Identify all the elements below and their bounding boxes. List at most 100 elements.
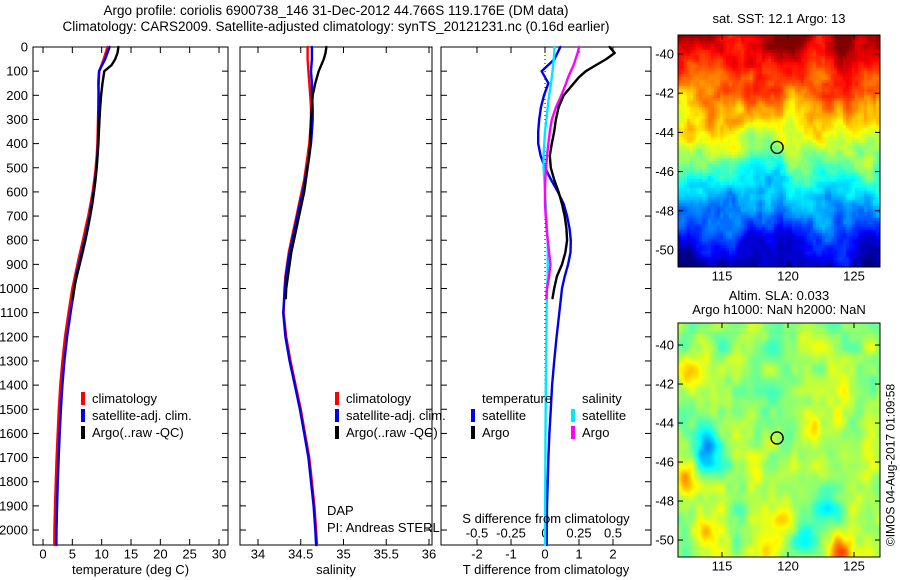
svg-text:2000: 2000	[0, 523, 28, 538]
svg-text:15: 15	[124, 547, 138, 562]
svg-text:-0.5: -0.5	[466, 526, 488, 541]
salinity-legend: climatology satellite-adj. clim. Argo(..…	[335, 390, 446, 441]
legend-item-satellite-adj: satellite-adj. clim.	[335, 407, 446, 424]
argo-heights-text: Argo h1000: NaN h2000: NaN	[692, 302, 866, 317]
svg-text:-42: -42	[655, 377, 674, 392]
svg-text:1100: 1100	[0, 305, 28, 320]
svg-text:-48: -48	[655, 203, 674, 218]
svg-text:1300: 1300	[0, 353, 28, 368]
svg-text:-46: -46	[655, 455, 674, 470]
difference-legend-temperature: temperature satellite Argo	[471, 390, 552, 441]
svg-text:2: 2	[609, 547, 616, 562]
svg-text:-1: -1	[505, 547, 517, 562]
climatology-line-sample	[335, 392, 339, 405]
svg-text:0.5: 0.5	[604, 526, 622, 541]
legend-label: Argo(..raw -QC)	[92, 425, 184, 440]
legend-label: satellite	[482, 408, 527, 423]
svg-text:1200: 1200	[0, 329, 28, 344]
legend-heading: temperature	[482, 391, 553, 406]
satellite-line-sample	[571, 409, 575, 422]
legend-item-argo: Argo(..raw -QC)	[81, 424, 192, 441]
svg-text:-50: -50	[655, 242, 674, 257]
svg-text:-48: -48	[655, 494, 674, 509]
legend-label: satellite-adj. clim.	[92, 408, 192, 423]
svg-text:600: 600	[6, 184, 28, 199]
svg-text:0: 0	[541, 547, 548, 562]
temperature-legend: climatology satellite-adj. clim. Argo(..…	[81, 390, 192, 441]
satellite-adj-line-sample	[81, 409, 85, 422]
svg-text:-42: -42	[655, 86, 674, 101]
svg-text:25: 25	[182, 547, 196, 562]
svg-text:1500: 1500	[0, 402, 28, 417]
legend-item-argo: Argo(..raw -QC)	[335, 424, 446, 441]
difference-legend-salinity: salinity satellite Argo	[571, 390, 626, 441]
sst-map-image	[678, 35, 880, 267]
legend-heading: salinity	[582, 391, 622, 406]
svg-text:800: 800	[6, 233, 28, 248]
figure-title-line-1: Argo profile: coriolis 6900738_146 31-De…	[103, 3, 569, 18]
svg-text:5: 5	[69, 547, 76, 562]
svg-text:115: 115	[712, 559, 733, 574]
svg-text:1700: 1700	[0, 450, 28, 465]
sst-map-title: sat. SST: 12.1 Argo: 13	[712, 11, 846, 26]
svg-text:35: 35	[336, 547, 350, 562]
argo-line-sample	[81, 426, 85, 439]
svg-text:1900: 1900	[0, 498, 28, 513]
svg-text:34.5: 34.5	[288, 547, 313, 562]
svg-text:-0.25: -0.25	[496, 526, 526, 541]
legend-item-satellite-adj: satellite-adj. clim.	[81, 407, 192, 424]
satellite-adj-line-sample	[335, 409, 339, 422]
climatology-line-sample	[81, 392, 85, 405]
svg-text:-44: -44	[655, 125, 674, 140]
legend-item-satellite: satellite	[471, 407, 552, 424]
legend-label: Argo	[582, 425, 610, 440]
legend-label: climatology	[92, 391, 158, 406]
svg-text:-50: -50	[655, 533, 674, 548]
temperature-axis-label: temperature (deg C)	[71, 562, 190, 577]
svg-text:125: 125	[843, 559, 865, 574]
svg-text:-46: -46	[655, 164, 674, 179]
svg-text:1: 1	[575, 547, 582, 562]
svg-text:300: 300	[6, 112, 28, 127]
svg-text:1800: 1800	[0, 474, 28, 489]
altimetry-sla-text: Altim. SLA: 0.033	[728, 288, 830, 303]
satellite-line-sample	[471, 409, 475, 422]
svg-text:100: 100	[6, 64, 28, 79]
svg-text:1400: 1400	[0, 378, 28, 393]
legend-item-argo: Argo	[471, 424, 552, 441]
svg-text:200: 200	[6, 88, 28, 103]
svg-text:36: 36	[422, 547, 436, 562]
svg-text:125: 125	[843, 269, 865, 284]
legend-item-satellite: satellite	[571, 407, 626, 424]
dap-label: DAP	[327, 503, 354, 518]
svg-text:-44: -44	[655, 416, 674, 431]
svg-text:20: 20	[153, 547, 167, 562]
legend-item-argo: Argo	[571, 424, 626, 441]
argo-line-sample	[335, 426, 339, 439]
t-difference-axis-label: T difference from climatology	[462, 562, 630, 577]
svg-text:35.5: 35.5	[374, 547, 399, 562]
legend-label: satellite	[582, 408, 627, 423]
svg-text:1000: 1000	[0, 281, 28, 296]
svg-text:-40: -40	[655, 47, 674, 62]
legend-item-climatology: climatology	[81, 390, 192, 407]
imos-credit: ©IMOS 04-Aug-2017 01:09:58	[883, 383, 898, 547]
svg-text:900: 900	[6, 257, 28, 272]
svg-text:115: 115	[712, 269, 733, 284]
svg-text:120: 120	[777, 269, 799, 284]
svg-text:0.25: 0.25	[566, 526, 591, 541]
svg-text:30: 30	[212, 547, 226, 562]
figure-title-line-2: Climatology: CARS2009. Satellite-adjuste…	[62, 19, 610, 34]
svg-text:0: 0	[39, 547, 46, 562]
svg-text:120: 120	[777, 559, 799, 574]
svg-text:700: 700	[6, 209, 28, 224]
svg-text:-2: -2	[471, 547, 483, 562]
svg-text:10: 10	[94, 547, 108, 562]
salinity-axis-label: salinity	[316, 562, 356, 577]
svg-text:-40: -40	[655, 338, 674, 353]
legend-label: climatology	[346, 391, 412, 406]
svg-text:34: 34	[251, 547, 265, 562]
legend-label: Argo	[482, 425, 510, 440]
